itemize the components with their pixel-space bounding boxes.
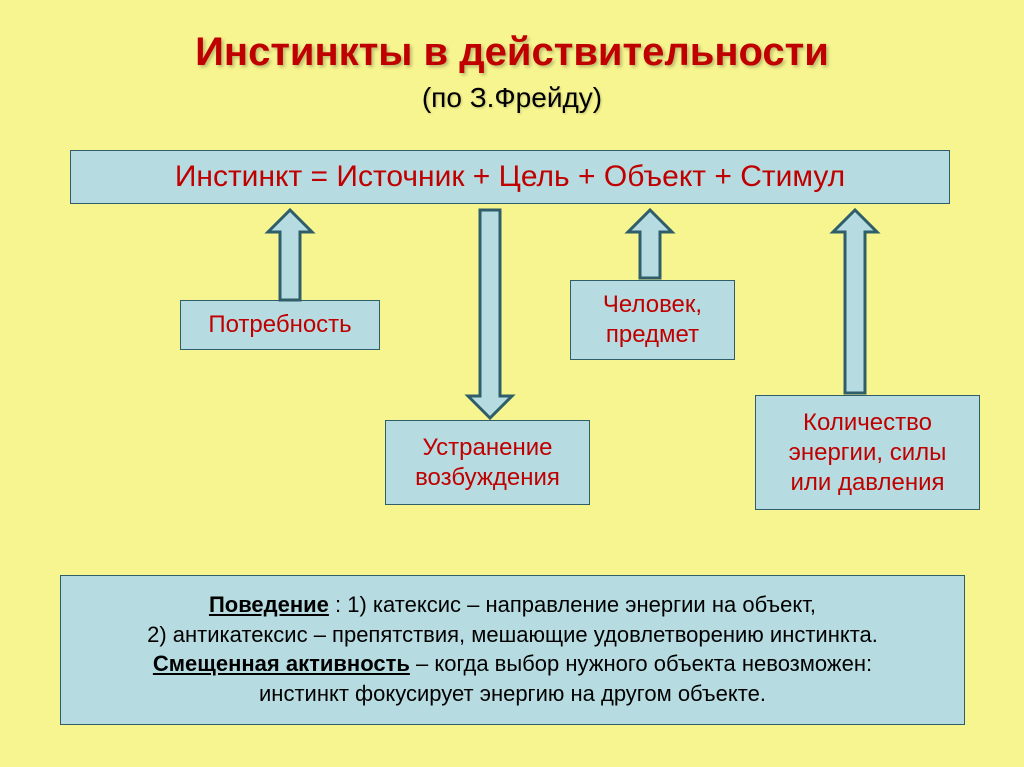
node-need-label: Потребность xyxy=(208,310,351,340)
formula-box: Инстинкт = Источник + Цель + Объект + Ст… xyxy=(70,150,950,204)
bottom-line-3: Смещенная активность – когда выбор нужно… xyxy=(79,649,946,679)
node-energy-label: Количество энергии, силы или давления xyxy=(789,408,947,498)
node-person: Человек, предмет xyxy=(570,280,735,360)
node-removal-label: Устранение возбуждения xyxy=(415,433,560,493)
slide-subtitle: (по З.Фрейду) xyxy=(0,82,1024,114)
bottom-line3-rest: – когда выбор нужного объекта невозможен… xyxy=(410,651,872,676)
bottom-line3-bold: Смещенная активность xyxy=(153,651,410,676)
bottom-line-1: Поведение : 1) катексис – направление эн… xyxy=(79,590,946,620)
node-energy: Количество энергии, силы или давления xyxy=(755,395,980,510)
bottom-text-box: Поведение : 1) катексис – направление эн… xyxy=(60,575,965,725)
bottom-line-2: 2) антикатексис – препятствия, мешающие … xyxy=(79,620,946,650)
slide-title: Инстинкты в действительности xyxy=(0,30,1024,75)
bottom-line1-rest: : 1) катексис – направление энергии на о… xyxy=(329,592,816,617)
slide: Инстинкты в действительности (по З.Фрейд… xyxy=(0,0,1024,767)
bottom-line-4: инстинкт фокусирует энергию на другом об… xyxy=(79,679,946,709)
bottom-line1-bold: Поведение xyxy=(209,592,329,617)
node-removal: Устранение возбуждения xyxy=(385,420,590,505)
node-person-label: Человек, предмет xyxy=(603,290,702,350)
node-need: Потребность xyxy=(180,300,380,350)
